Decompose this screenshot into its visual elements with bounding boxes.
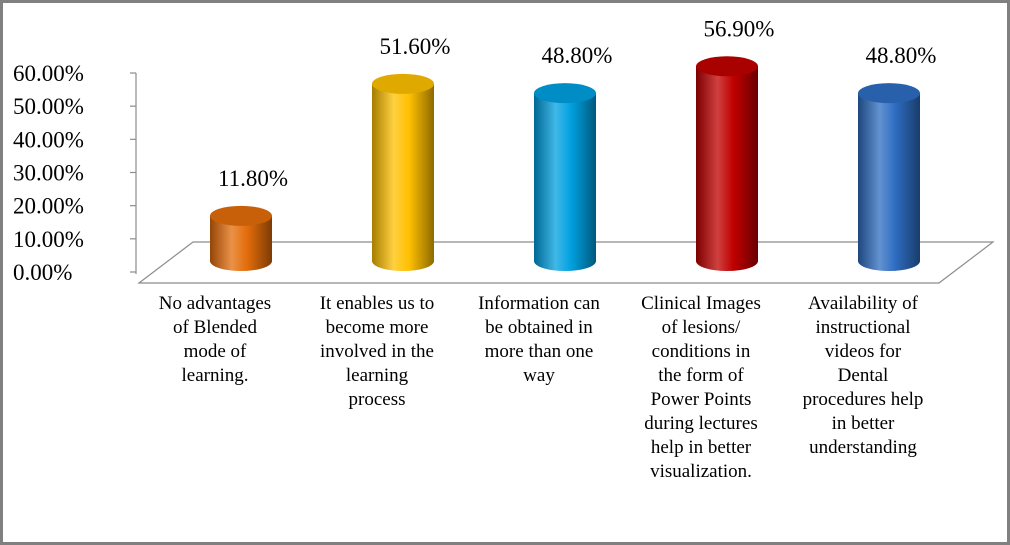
data-label: 48.80% xyxy=(542,43,613,68)
data-label: 48.80% xyxy=(866,43,937,68)
data-label: 11.80% xyxy=(218,166,288,191)
y-tick-label: 10.00% xyxy=(13,227,84,252)
bar-5 xyxy=(858,83,920,271)
bar-2 xyxy=(372,73,434,271)
category-label: No advantages of Blended mode of learning. xyxy=(159,293,271,386)
bar-top xyxy=(210,205,272,226)
bar-top xyxy=(372,73,434,94)
data-label: 51.60% xyxy=(380,34,451,59)
bar-body xyxy=(372,83,434,271)
bar-chart: 0.00% 10.00% 20.00% 30.00% 40.00% 50.00% 60.00… xyxy=(13,16,995,482)
y-tick-labels: 0.00% 10.00% 20.00% 30.00% 40.00% 50.00% 60.00… xyxy=(13,61,136,285)
y-tick-label: 60.00% xyxy=(13,61,84,86)
bar-top xyxy=(534,83,596,104)
category-label: Clinical Images of lesions/conditions in t… xyxy=(641,293,761,482)
y-tick-label: 20.00% xyxy=(13,194,84,219)
y-tick-label: 30.00% xyxy=(13,161,84,186)
data-label: 56.90% xyxy=(704,16,775,41)
bar-1 xyxy=(210,205,272,271)
floor-plane xyxy=(137,241,995,284)
bar-body xyxy=(534,93,596,271)
bar-top xyxy=(858,83,920,104)
bars xyxy=(210,56,920,271)
category-label: It enables us to become more involved in t… xyxy=(320,293,435,410)
y-tick-label: 40.00% xyxy=(13,127,84,152)
bar-body xyxy=(210,215,272,271)
category-labels: No advantages of Blended mode of learning. I… xyxy=(159,293,924,482)
bar-body xyxy=(858,93,920,271)
y-tick-label: 50.00% xyxy=(13,94,84,119)
bar-top xyxy=(696,56,758,77)
category-label: Availability of instructional videos for De… xyxy=(803,293,924,458)
data-labels: 11.80% 51.60% 48.80% 56.90% 48.80% xyxy=(218,16,936,191)
bar-4 xyxy=(696,56,758,271)
category-label: Information can be obtained in more than o… xyxy=(478,293,600,386)
bar-body xyxy=(696,66,758,271)
bar-3 xyxy=(534,83,596,271)
y-tick-label: 0.00% xyxy=(13,260,72,285)
